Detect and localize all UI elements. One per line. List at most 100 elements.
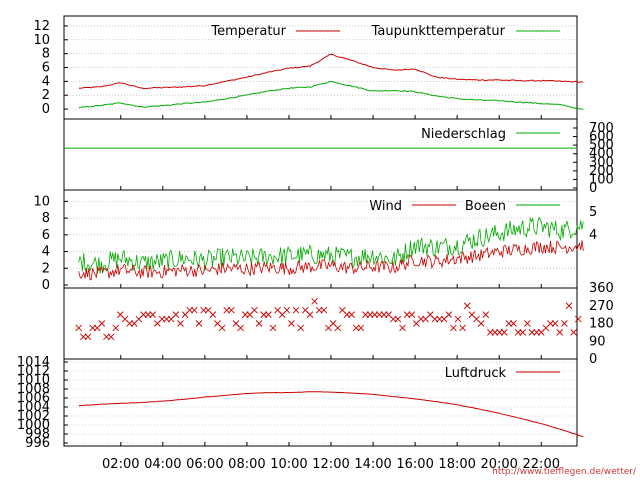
wind-tick-label: 10 [33, 194, 50, 209]
temp-tick-label: 10 [33, 33, 50, 48]
x-tick-label: 14:00 [354, 457, 391, 472]
dir-point [218, 324, 226, 332]
legend-label-wind: Wind [369, 199, 402, 214]
temp-series-1 [78, 80, 584, 110]
press-tick-label: 1012 [17, 364, 50, 379]
dir-point [348, 311, 355, 318]
dir-point [482, 311, 490, 318]
dir-point [408, 311, 416, 318]
precip-tick-label: 200 [589, 164, 614, 179]
press-tick-label: 1000 [17, 418, 50, 433]
tick-labels: 1210864207006005004003002001000108642054… [17, 19, 614, 472]
temp-tick-label: 4 [42, 74, 50, 89]
press-tick-label: 1006 [17, 391, 50, 406]
credit-url: http://www.tiefflegen.de/wetter/ [492, 467, 637, 477]
dir-point [112, 324, 120, 332]
precip-tick-label: 500 [589, 138, 614, 153]
dir-point [519, 329, 527, 336]
legend-temperature: Temperatur Taupunkttemperatur [210, 24, 560, 39]
x-tick-label: 16:00 [396, 457, 433, 472]
wind-right-tick-label: 4 [589, 228, 597, 243]
press-tick-label: 996 [25, 436, 50, 451]
dir-point [265, 311, 272, 318]
temp-tick-label: 2 [42, 88, 50, 103]
dir-point [251, 306, 258, 314]
precip-tick-label: 100 [589, 172, 614, 187]
wind-right-tick-label: 5 [589, 205, 597, 220]
panel-frames [63, 15, 578, 447]
dir-point [477, 320, 485, 327]
dir-point [237, 324, 244, 332]
dir-point [209, 311, 217, 318]
wind-tick-label: 2 [42, 261, 50, 276]
dir-point [292, 306, 300, 314]
x-tick-label: 22:00 [523, 457, 560, 472]
legend-pressure: Luftdruck [445, 366, 560, 381]
panel-frame-4 [63, 358, 578, 447]
dir-point [297, 324, 305, 332]
dir-point [556, 329, 564, 336]
dir-point [107, 333, 115, 341]
x-tick-label: 02:00 [102, 457, 139, 472]
precip-tick-label: 400 [589, 147, 614, 162]
dir-point [191, 306, 198, 314]
x-tick-label: 04:00 [144, 457, 181, 472]
dir-point [311, 297, 318, 305]
temp-tick-label: 6 [42, 61, 50, 76]
dir-point [195, 320, 203, 327]
dir-point [177, 320, 184, 327]
dir-point [172, 311, 180, 318]
dir-point [399, 324, 406, 332]
x-tick-label: 18:00 [438, 457, 475, 472]
x-tick-label: 06:00 [186, 457, 223, 472]
temp-tick-label: 12 [33, 19, 50, 34]
precip-tick-label: 700 [589, 121, 614, 136]
x-tick-label: 20:00 [480, 457, 517, 472]
press-tick-label: 1008 [17, 382, 50, 397]
legend-label-luftdruck: Luftdruck [445, 366, 507, 381]
temp-series-0 [78, 53, 584, 90]
temp-tick-label: 0 [42, 102, 50, 117]
dir-point [357, 324, 365, 332]
wind-tick-label: 0 [42, 278, 50, 293]
temp-tick-label: 8 [42, 47, 50, 62]
precip-tick-label: 600 [589, 130, 614, 145]
legend-wind: Wind Boeen [369, 199, 560, 214]
x-tick-label: 12:00 [312, 457, 349, 472]
x-tick-label: 10:00 [270, 457, 307, 472]
press-tick-label: 1010 [17, 373, 50, 388]
dir-tick-label: 180 [589, 317, 614, 332]
press-tick-label: 1014 [17, 355, 50, 370]
press-tick-label: 998 [25, 427, 50, 442]
panel-frame-3 [63, 287, 578, 360]
dir-point [334, 324, 342, 332]
wind-series-0 [78, 240, 584, 281]
chart-marks [64, 53, 584, 438]
dir-point [394, 315, 402, 323]
dir-point [570, 329, 577, 336]
dir-tick-label: 270 [589, 299, 614, 314]
dir-point [320, 306, 328, 314]
dir-point [228, 306, 235, 314]
dir-point [500, 329, 508, 336]
dir-point [306, 311, 314, 318]
precip-tick-label: 300 [589, 155, 614, 170]
wind-series-1 [78, 216, 584, 274]
press-tick-label: 1004 [17, 400, 50, 415]
legend-precipitation: Niederschlag [421, 127, 560, 142]
precip-tick-label: 0 [589, 181, 597, 196]
dir-point [75, 324, 83, 332]
dir-point [524, 320, 531, 327]
dir-tick-label: 360 [589, 281, 614, 296]
wind-tick-label: 6 [42, 228, 50, 243]
wind-tick-label: 8 [42, 211, 50, 226]
dir-point [283, 306, 291, 314]
dir-point [551, 320, 559, 327]
dir-point [149, 311, 157, 318]
dir-point [454, 315, 462, 323]
legend-label-temperatur: Temperatur [210, 24, 286, 39]
dir-point [445, 311, 453, 318]
dir-point [450, 324, 457, 332]
dir-tick-label: 0 [589, 352, 597, 367]
